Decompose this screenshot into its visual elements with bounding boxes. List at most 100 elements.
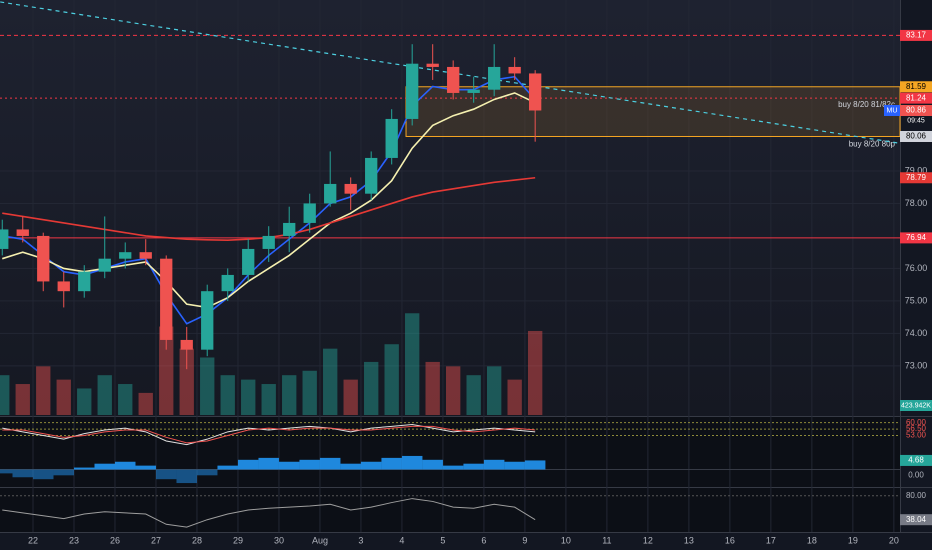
candle-body [508,66,521,74]
price-label: 4.68 [908,456,924,465]
x-tick-label: 26 [110,535,120,545]
x-tick-label: 29 [233,535,243,545]
x-tick-label: 4 [399,535,404,545]
band [405,86,901,137]
volume-bar [36,366,51,415]
momentum-bar [217,465,238,470]
momentum-bar [155,469,177,480]
candle-body [119,252,132,259]
stochastic-line [2,425,536,444]
price-label-bg [900,514,932,526]
price-label-bg [900,104,932,116]
volume-bar [486,366,502,415]
volume-bar [138,392,153,415]
volume-bar [159,326,174,415]
x-tick-label: 20 [889,535,899,545]
y-tick-label: 80.00 [906,491,927,500]
y-tick-label: 53.00 [906,431,927,440]
volume-bar [261,384,276,415]
y-tick-label: 73.00 [905,360,928,370]
volume-bar [77,388,92,415]
price-label-bg [900,454,932,466]
symbol: MU [887,107,898,114]
volume-bar [282,375,297,415]
x-tick-label: 10 [561,535,571,545]
x-tick-label: 3 [358,535,363,545]
x-tick-label: Aug [312,535,328,545]
candle-body [242,248,255,275]
candle-body [201,291,214,350]
price-label: 38.04 [906,515,927,524]
momentum-bar [114,461,136,470]
candle-body [303,203,316,223]
price-label: 78.79 [906,173,927,182]
volume-bar [364,361,379,415]
candle-body [180,339,193,350]
y-tick-label: 0.00 [908,471,924,480]
y-tick-label: 60.00 [906,418,927,427]
x-tick-label: 22 [28,535,38,545]
candle-body [16,229,29,236]
countdown: 09:45 [907,117,925,124]
volume-bar [241,379,256,415]
candle-body [447,66,460,93]
volume-bar [405,313,420,415]
x-tick-label: 19 [848,535,858,545]
x-tick-label: 12 [643,535,653,545]
time-axis [0,532,932,550]
price-label-bg [900,29,932,41]
price-label-bg [900,92,932,104]
stochastic-line [2,423,536,446]
x-tick-label: 23 [69,535,79,545]
volume-bar [56,379,71,415]
annotation: buy 8/20 80p [849,140,896,149]
volume-bar [446,366,461,415]
x-tick-label: 27 [151,535,161,545]
momentum-bar [319,457,341,470]
candle-body [406,63,419,119]
y-tick-label: 78.00 [905,198,928,208]
x-tick-label: 28 [192,535,202,545]
volume-bar [200,357,215,415]
candle-body [78,271,91,292]
candle-body [262,235,275,249]
candle-body [529,73,542,111]
price-label-bg [900,81,932,93]
price-label: 83.17 [906,31,927,40]
oscillator-panel [0,417,900,487]
volume-bar [384,344,399,415]
candle-body [467,89,480,93]
x-tick-label: 17 [766,535,776,545]
volume-bar [343,379,358,415]
y-tick-label: 74.00 [905,328,928,338]
volume-label: 423.942K [901,402,931,409]
x-tick-label: 6 [481,535,486,545]
volume-bar [220,375,235,415]
volume-bar [507,379,522,415]
momentum-bar [73,467,95,470]
rsi-line [2,498,536,528]
price-label-bg [900,172,932,184]
y-tick-label: 56.50 [906,424,927,433]
volume-bar [527,330,543,415]
momentum-bar [483,459,505,470]
candle-body [57,281,70,292]
momentum-bar [381,457,402,470]
volume-bar [97,375,112,415]
x-tick-label: 5 [440,535,445,545]
momentum-bar [258,457,279,470]
momentum-bar [401,455,423,470]
x-tick-label: 11 [602,535,611,545]
volume-bar [118,384,133,415]
x-tick-label: 9 [522,535,527,545]
momentum-bar [504,461,525,470]
momentum-bar [237,459,259,470]
momentum-bar [32,469,54,480]
rsi-panel [0,488,900,532]
price-label: 76.94 [906,233,927,242]
candle-body [324,183,337,204]
volume-bar [425,361,440,415]
volume-bar [0,375,10,415]
price-label: 81.59 [906,82,927,91]
